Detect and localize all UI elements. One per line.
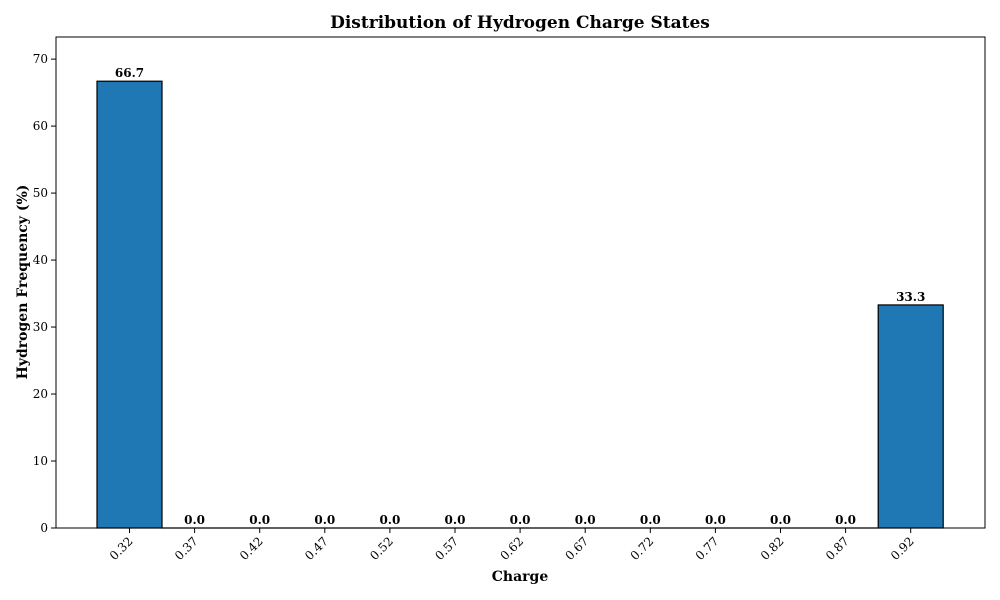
y-axis: 0 10 20 30 40 50 60 70 bbox=[33, 52, 56, 535]
x-tick-label: 0.87 bbox=[823, 534, 852, 563]
y-tick-label: 30 bbox=[33, 320, 48, 334]
data-label: 0.0 bbox=[249, 513, 270, 527]
data-label: 0.0 bbox=[640, 513, 661, 527]
data-label: 0.0 bbox=[510, 513, 531, 527]
data-label: 33.3 bbox=[896, 290, 925, 304]
x-axis: 0.32 0.37 0.42 0.47 0.52 0.57 0.62 0.67 0.72 0.77… bbox=[107, 528, 917, 563]
x-tick-label: 0.67 bbox=[563, 534, 592, 563]
x-tick-label: 0.37 bbox=[172, 534, 201, 563]
x-tick-label: 0.82 bbox=[758, 534, 787, 563]
y-tick-label: 20 bbox=[33, 387, 48, 401]
x-tick-label: 0.32 bbox=[107, 534, 136, 563]
x-axis-label: Charge bbox=[492, 569, 549, 585]
data-label: 0.0 bbox=[575, 513, 596, 527]
x-tick-label: 0.72 bbox=[628, 534, 657, 563]
x-tick-label: 0.42 bbox=[237, 534, 266, 563]
y-tick-label: 0 bbox=[40, 521, 48, 535]
x-tick-label: 0.62 bbox=[497, 534, 526, 563]
data-labels: 66.7 0.0 0.0 0.0 0.0 0.0 0.0 0.0 0.0 0.0 0.0 0.0 33.… bbox=[115, 66, 925, 527]
x-tick-label: 0.47 bbox=[302, 534, 331, 563]
y-tick-label: 10 bbox=[33, 454, 48, 468]
data-label: 0.0 bbox=[770, 513, 791, 527]
data-label: 0.0 bbox=[184, 513, 205, 527]
data-label: 0.0 bbox=[314, 513, 335, 527]
bar bbox=[877, 304, 944, 529]
plot-frame bbox=[55, 36, 986, 529]
data-label: 0.0 bbox=[379, 513, 400, 527]
y-tick-label: 50 bbox=[33, 186, 48, 200]
y-tick-label: 70 bbox=[33, 52, 48, 66]
y-tick-label: 40 bbox=[33, 253, 48, 267]
bar bbox=[96, 80, 163, 529]
data-label: 0.0 bbox=[835, 513, 856, 527]
data-label: 66.7 bbox=[115, 66, 144, 80]
chart-title: Distribution of Hydrogen Charge States bbox=[330, 13, 710, 33]
data-label: 0.0 bbox=[705, 513, 726, 527]
x-tick-label: 0.57 bbox=[432, 534, 461, 563]
x-tick-label: 0.77 bbox=[693, 534, 722, 563]
data-label: 0.0 bbox=[445, 513, 466, 527]
x-tick-label: 0.52 bbox=[367, 534, 396, 563]
bars bbox=[96, 80, 944, 529]
y-tick-label: 60 bbox=[33, 119, 48, 133]
x-tick-label: 0.92 bbox=[888, 534, 917, 563]
y-axis-label: Hydrogen Frequency (%) bbox=[15, 185, 31, 380]
